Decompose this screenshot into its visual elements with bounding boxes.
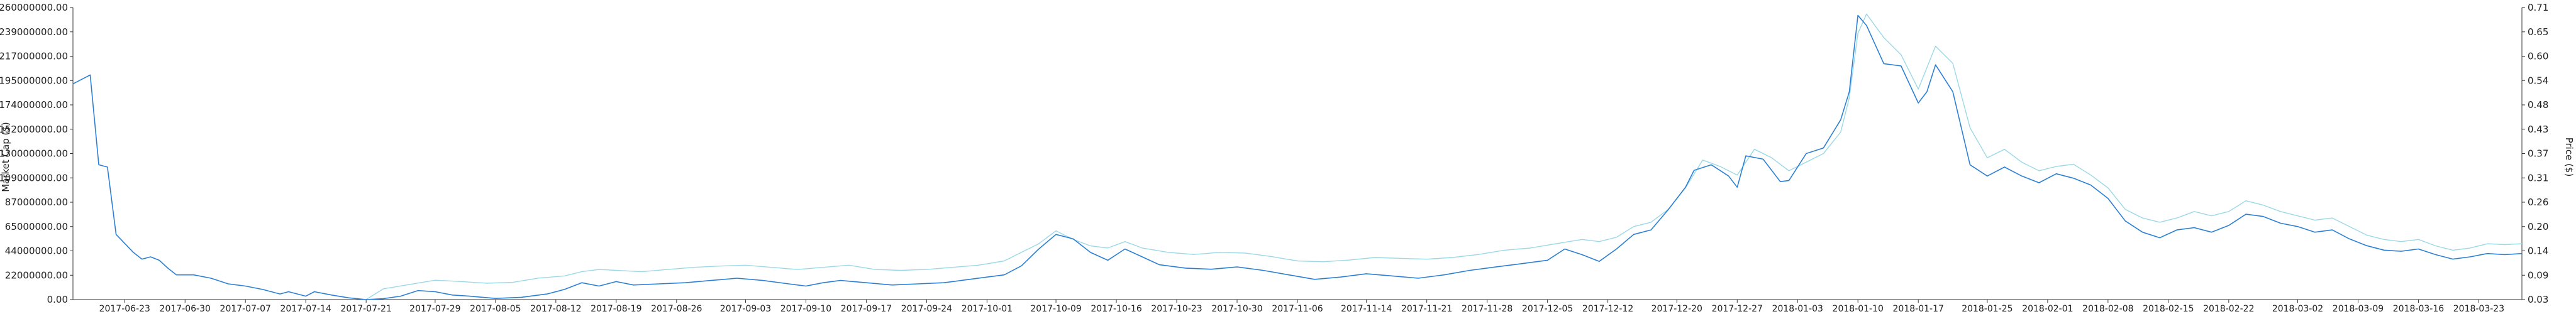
right-tick-label: 0.14 [2528,246,2548,257]
right-tick-label: 0.37 [2528,148,2548,160]
left-axis-ticks: 0.00 22000000.00 44000000.00 65000000.00 870… [0,2,73,305]
price-series-line [365,13,2523,300]
x-tick-label: 2017-09-03 [720,304,771,314]
x-tick-label: 2017-07-21 [340,304,391,314]
x-tick-label: 2017-06-30 [160,304,211,314]
left-tick-label: 217000000.00 [0,51,68,62]
x-tick-label: 2018-01-25 [1962,304,2012,314]
left-tick-label: 174000000.00 [0,99,68,111]
x-tick-label: 2017-12-20 [1652,304,1702,314]
x-tick-label: 2017-10-01 [962,304,1013,314]
x-tick-label: 2017-09-24 [901,304,952,314]
x-tick-label: 2017-10-23 [1151,304,1202,314]
x-tick-label: 2017-07-07 [220,304,271,314]
left-tick-label: 87000000.00 [5,197,68,208]
x-axis-ticks: 2017-06-23 2017-06-30 2017-07-07 2017-07-14… [99,300,2504,314]
market-cap-series-line [72,14,2523,300]
left-tick-label: 239000000.00 [0,26,68,38]
x-tick-label: 2018-03-09 [2333,304,2384,314]
x-tick-label: 2018-02-08 [2082,304,2133,314]
x-tick-label: 2018-03-23 [2453,304,2504,314]
left-tick-label: 152000000.00 [0,124,68,135]
right-tick-label: 0.26 [2528,197,2548,208]
x-tick-label: 2018-02-01 [2022,304,2073,314]
x-tick-label: 2017-08-05 [470,304,521,314]
right-tick-label: 0.20 [2528,221,2548,232]
x-tick-label: 2017-10-16 [1091,304,1141,314]
x-tick-label: 2017-08-19 [591,304,641,314]
x-tick-label: 2018-01-10 [1833,304,1884,314]
right-tick-label: 0.43 [2528,124,2548,135]
right-tick-label: 0.60 [2528,51,2548,62]
left-tick-label: 109000000.00 [0,172,68,183]
right-tick-label: 0.48 [2528,99,2548,111]
left-tick-label: 44000000.00 [5,246,68,257]
x-tick-label: 2018-03-02 [2272,304,2323,314]
x-tick-label: 2018-02-22 [2203,304,2254,314]
left-tick-label: 65000000.00 [5,221,68,232]
x-tick-label: 2017-08-26 [651,304,702,314]
left-axis-title: Market Cap ($) [0,122,11,192]
right-tick-label: 0.71 [2528,2,2548,13]
x-tick-label: 2017-11-14 [1341,304,1392,314]
x-tick-label: 2018-01-17 [1893,304,1944,314]
x-tick-label: 2018-02-15 [2143,304,2194,314]
x-tick-label: 2017-08-12 [530,304,581,314]
right-tick-label: 0.31 [2528,172,2548,183]
x-tick-label: 2017-12-27 [1712,304,1763,314]
x-tick-label: 2017-07-29 [409,304,460,314]
x-tick-label: 2017-12-05 [1522,304,1573,314]
x-tick-label: 2017-09-10 [780,304,831,314]
x-tick-label: 2017-09-17 [841,304,892,314]
right-axis-title: Price ($) [2563,138,2575,177]
left-tick-label: 260000000.00 [0,2,68,13]
x-tick-label: 2017-11-21 [1401,304,1452,314]
right-tick-label: 0.09 [2528,269,2548,281]
series-layer [72,13,2523,300]
x-tick-label: 2018-01-03 [1772,304,1823,314]
x-tick-label: 2017-10-09 [1030,304,1081,314]
right-tick-label: 0.65 [2528,26,2548,38]
x-tick-label: 2017-06-23 [99,304,150,314]
right-tick-label: 0.03 [2528,294,2548,305]
left-tick-label: 22000000.00 [5,269,68,281]
x-tick-label: 2017-07-14 [280,304,331,314]
right-tick-label: 0.54 [2528,75,2548,86]
x-tick-label: 2018-03-16 [2393,304,2444,314]
x-tick-label: 2017-11-28 [1462,304,1513,314]
x-tick-label: 2017-10-30 [1211,304,1262,314]
x-tick-label: 2017-12-12 [1582,304,1633,314]
right-axis-ticks: 0.03 0.09 0.14 0.20 0.26 0.31 0.37 0.43 0.48 0.54… [2522,2,2548,305]
x-tick-label: 2017-11-06 [1272,304,1323,314]
left-tick-label: 0.00 [47,294,68,305]
left-tick-label: 195000000.00 [0,75,68,86]
left-tick-label: 130000000.00 [0,148,68,160]
